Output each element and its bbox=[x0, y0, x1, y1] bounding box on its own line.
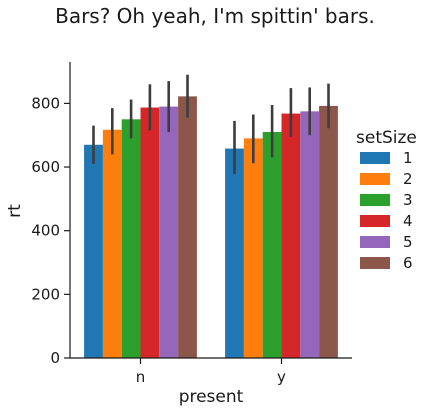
bar-setsize-4-n bbox=[140, 107, 160, 358]
bar-setsize-4-y bbox=[281, 113, 301, 359]
legend-swatch-1 bbox=[360, 152, 390, 164]
bar-setsize-6-y bbox=[319, 105, 338, 358]
legend-label-6: 6 bbox=[403, 254, 413, 272]
y-tick-label: 200 bbox=[31, 285, 60, 303]
y-tick-label: 600 bbox=[31, 158, 60, 176]
bar-setsize-2-y bbox=[243, 138, 263, 358]
bar-setsize-3-y bbox=[262, 132, 282, 358]
legend-label-4: 4 bbox=[403, 212, 413, 230]
legend-label-3: 3 bbox=[403, 191, 413, 209]
chart-title: Bars? Oh yeah, I'm spittin' bars. bbox=[55, 4, 375, 28]
x-tick-label: n bbox=[136, 368, 146, 386]
y-axis-ticks: 0 200 400 600 800 bbox=[31, 94, 70, 367]
y-tick-label: 0 bbox=[50, 349, 60, 367]
bar-setsize-5-y bbox=[300, 111, 320, 358]
bar-setsize-1-n bbox=[84, 144, 103, 358]
x-tick-label: y bbox=[277, 368, 286, 386]
legend-swatch-2 bbox=[360, 173, 390, 185]
legend-title: setSize bbox=[356, 128, 417, 148]
legend-swatch-4 bbox=[360, 215, 390, 227]
bar-setsize-1-y bbox=[225, 148, 244, 358]
x-axis-label: present bbox=[179, 387, 244, 407]
legend-swatch-3 bbox=[360, 194, 390, 206]
legend-swatch-5 bbox=[360, 236, 390, 248]
y-tick-label: 800 bbox=[31, 94, 60, 112]
y-tick-label: 400 bbox=[31, 222, 60, 240]
legend: setSize 1 2 3 4 5 6 bbox=[356, 128, 417, 272]
bar-setsize-3-n bbox=[121, 119, 141, 359]
legend-label-5: 5 bbox=[403, 233, 413, 251]
legend-swatch-6 bbox=[360, 257, 390, 269]
bar-setsize-5-n bbox=[159, 106, 179, 358]
legend-label-1: 1 bbox=[403, 149, 413, 167]
y-axis-label: rt bbox=[5, 204, 25, 218]
bar-setsize-2-n bbox=[102, 129, 122, 358]
legend-label-2: 2 bbox=[403, 170, 413, 188]
bar-setsize-6-n bbox=[178, 96, 197, 358]
plot-area bbox=[84, 74, 338, 359]
